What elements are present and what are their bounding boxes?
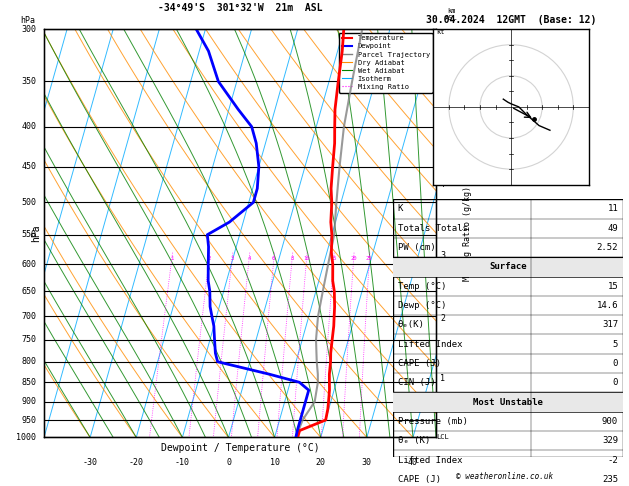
Text: 8: 8 <box>290 256 294 261</box>
Text: 400: 400 <box>21 122 36 131</box>
Text: 950: 950 <box>21 416 36 424</box>
Text: Surface: Surface <box>489 262 526 271</box>
Text: 2.52: 2.52 <box>597 243 618 252</box>
Text: 4: 4 <box>440 180 445 190</box>
Text: 20: 20 <box>316 458 326 467</box>
Text: 700: 700 <box>21 312 36 321</box>
Text: kt: kt <box>437 29 445 35</box>
Text: Most Unstable: Most Unstable <box>473 398 543 407</box>
Legend: Temperature, Dewpoint, Parcel Trajectory, Dry Adiabat, Wet Adiabat, Isotherm, Mi: Temperature, Dewpoint, Parcel Trajectory… <box>339 33 433 93</box>
Text: 2: 2 <box>207 256 211 261</box>
Text: θₑ (K): θₑ (K) <box>398 436 430 445</box>
Text: 20: 20 <box>350 256 357 261</box>
Text: Lifted Index: Lifted Index <box>398 455 462 465</box>
Text: 14.6: 14.6 <box>597 301 618 310</box>
Text: PW (cm): PW (cm) <box>398 243 435 252</box>
Text: CAPE (J): CAPE (J) <box>398 475 441 484</box>
Text: 3: 3 <box>440 251 445 260</box>
Text: Pressure (mb): Pressure (mb) <box>398 417 467 426</box>
Text: -2: -2 <box>608 455 618 465</box>
Text: -30: -30 <box>82 458 97 467</box>
Text: Dewp (°C): Dewp (°C) <box>398 301 446 310</box>
Text: Temp (°C): Temp (°C) <box>398 282 446 291</box>
Text: 4: 4 <box>247 256 250 261</box>
Text: 600: 600 <box>21 260 36 269</box>
Text: 850: 850 <box>21 378 36 387</box>
Text: 25: 25 <box>366 256 372 261</box>
Text: 30: 30 <box>362 458 372 467</box>
Text: 6: 6 <box>440 34 445 43</box>
Text: 10: 10 <box>270 458 280 467</box>
Text: 329: 329 <box>602 436 618 445</box>
Text: 350: 350 <box>21 77 36 86</box>
Text: © weatheronline.co.uk: © weatheronline.co.uk <box>456 472 554 481</box>
Text: 2: 2 <box>440 314 445 323</box>
Text: CIN (J): CIN (J) <box>398 378 435 387</box>
Text: 10: 10 <box>303 256 309 261</box>
Text: 1: 1 <box>170 256 173 261</box>
Text: 0: 0 <box>613 359 618 368</box>
Text: 6: 6 <box>272 256 276 261</box>
Text: 300: 300 <box>21 25 36 34</box>
Text: km
ASL: km ASL <box>445 8 458 21</box>
Text: 5: 5 <box>440 105 445 114</box>
Text: 900: 900 <box>21 397 36 406</box>
Text: 3: 3 <box>230 256 233 261</box>
Text: 0: 0 <box>613 378 618 387</box>
Text: 0: 0 <box>226 458 231 467</box>
Text: 1: 1 <box>440 374 445 383</box>
Text: 900: 900 <box>602 417 618 426</box>
Text: 40: 40 <box>408 458 418 467</box>
Text: 1000: 1000 <box>16 433 36 442</box>
Text: 49: 49 <box>608 224 618 233</box>
Text: -10: -10 <box>175 458 190 467</box>
Text: 5: 5 <box>613 340 618 348</box>
Text: 500: 500 <box>21 198 36 207</box>
Text: 450: 450 <box>21 162 36 171</box>
Text: 15: 15 <box>608 282 618 291</box>
Text: CAPE (J): CAPE (J) <box>398 359 441 368</box>
Text: hPa: hPa <box>21 16 35 25</box>
Text: LCL: LCL <box>436 434 448 440</box>
Text: Mixing Ratio (g/kg): Mixing Ratio (g/kg) <box>463 186 472 281</box>
Bar <box>393 393 623 412</box>
Text: 550: 550 <box>21 230 36 239</box>
Text: -34°49'S  301°32'W  21m  ASL: -34°49'S 301°32'W 21m ASL <box>158 3 322 13</box>
Bar <box>393 257 623 277</box>
Text: 30.04.2024  12GMT  (Base: 12): 30.04.2024 12GMT (Base: 12) <box>426 15 596 25</box>
Text: Lifted Index: Lifted Index <box>398 340 462 348</box>
Text: K: K <box>398 205 403 213</box>
Text: 235: 235 <box>602 475 618 484</box>
Text: 800: 800 <box>21 357 36 366</box>
X-axis label: Dewpoint / Temperature (°C): Dewpoint / Temperature (°C) <box>161 443 320 453</box>
Text: 317: 317 <box>602 320 618 330</box>
Text: 650: 650 <box>21 287 36 296</box>
Text: Totals Totals: Totals Totals <box>398 224 467 233</box>
Text: 15: 15 <box>330 256 337 261</box>
Text: 11: 11 <box>608 205 618 213</box>
Y-axis label: hPa: hPa <box>31 225 42 242</box>
Text: θₑ(K): θₑ(K) <box>398 320 425 330</box>
Text: -20: -20 <box>129 458 144 467</box>
Text: 750: 750 <box>21 335 36 345</box>
